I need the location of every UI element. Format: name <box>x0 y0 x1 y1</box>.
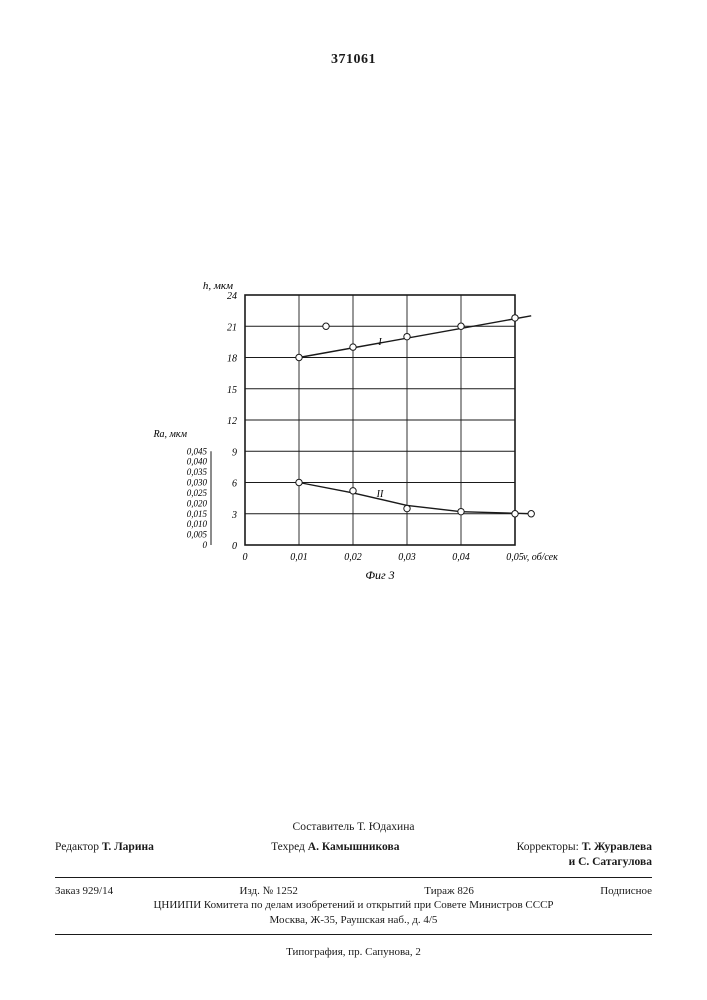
imprint-row: Заказ 929/14 Изд. № 1252 Тираж 826 Подпи… <box>55 884 652 899</box>
chart: 0 0,01 0,02 0,03 0,04 0,05 0 3 6 9 12 15 18 21 24h, мк… <box>145 275 565 605</box>
subscription: Подписное <box>600 884 652 899</box>
svg-text:Ra, мкм: Ra, мкм <box>152 429 187 440</box>
svg-text:0: 0 <box>232 541 237 552</box>
order-no: Заказ 929/14 <box>55 884 113 899</box>
svg-text:0: 0 <box>243 552 248 563</box>
page: 371061 0 0,01 0,02 0,03 0,04 0,05 0 3 6 9 12 15 18 21… <box>0 0 707 1000</box>
compiler-line: Составитель Т. Юдахина <box>55 820 652 836</box>
rule-1 <box>55 877 652 878</box>
org-line-2: Москва, Ж-35, Раушская наб., д. 4/5 <box>55 913 652 928</box>
svg-text:0,02: 0,02 <box>344 552 362 563</box>
svg-text:0,020: 0,020 <box>187 498 208 508</box>
org-line-1: ЦНИИПИ Комитета по делам изобретений и о… <box>55 898 652 913</box>
credits-row: Редактор Т. Ларина Техред А. Камышникова… <box>55 840 652 871</box>
svg-text:h, мкм: h, мкм <box>203 280 233 292</box>
rule-2 <box>55 934 652 935</box>
svg-text:3: 3 <box>231 510 237 521</box>
svg-text:0: 0 <box>203 540 208 550</box>
typography-line: Типография, пр. Сапунова, 2 <box>55 945 652 960</box>
svg-text:0,025: 0,025 <box>187 488 208 498</box>
svg-text:18: 18 <box>227 354 237 365</box>
footer-block: Составитель Т. Юдахина Редактор Т. Ларин… <box>55 820 652 960</box>
svg-text:0,005: 0,005 <box>187 530 208 540</box>
svg-text:24: 24 <box>227 291 237 302</box>
tech-editor: Техред А. Камышникова <box>271 840 399 871</box>
chart-svg: 0 0,01 0,02 0,03 0,04 0,05 0 3 6 9 12 15 18 21 24h, мк… <box>145 275 565 605</box>
svg-text:6: 6 <box>232 479 237 490</box>
svg-text:0,04: 0,04 <box>452 552 470 563</box>
svg-text:I: I <box>377 337 382 348</box>
issue-no: Изд. № 1252 <box>239 884 297 899</box>
svg-text:0,045: 0,045 <box>187 446 208 456</box>
svg-text:0,040: 0,040 <box>187 457 208 467</box>
svg-text:0,010: 0,010 <box>187 519 208 529</box>
svg-text:0,030: 0,030 <box>187 478 208 488</box>
svg-text:0,05: 0,05 <box>506 552 524 563</box>
editor: Редактор Т. Ларина <box>55 840 154 871</box>
svg-text:v, об/сек: v, об/сек <box>523 552 558 563</box>
correctors: Корректоры: Т. Журавлева и С. Сатагулова <box>517 840 652 871</box>
svg-text:9: 9 <box>232 447 237 458</box>
svg-text:Фиг 3: Фиг 3 <box>365 568 394 582</box>
svg-text:0,01: 0,01 <box>290 552 308 563</box>
svg-text:II: II <box>376 489 384 500</box>
svg-text:12: 12 <box>227 416 237 427</box>
svg-text:0,035: 0,035 <box>187 467 208 477</box>
svg-text:21: 21 <box>227 322 237 333</box>
print-run: Тираж 826 <box>424 884 474 899</box>
svg-text:15: 15 <box>227 385 237 396</box>
patent-number: 371061 <box>0 52 707 68</box>
svg-text:0,015: 0,015 <box>187 509 208 519</box>
svg-text:0,03: 0,03 <box>398 552 416 563</box>
